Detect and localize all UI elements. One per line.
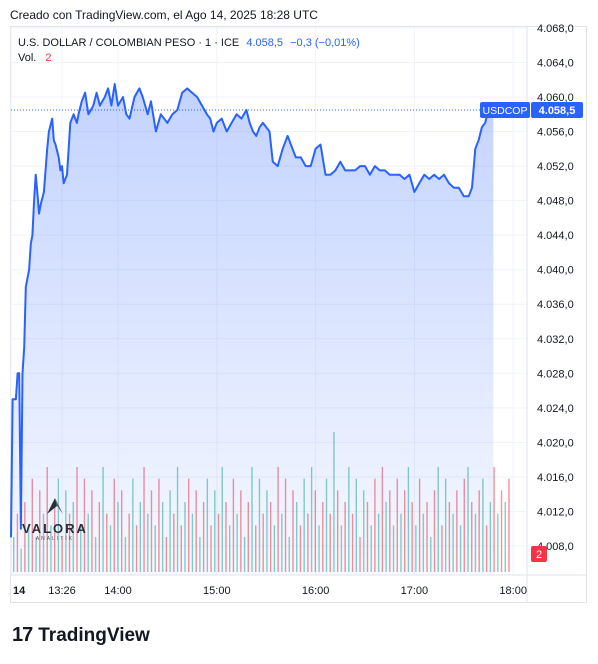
price-area [11, 84, 494, 575]
tradingview-brand: TradingView [38, 624, 150, 646]
y-tick-label: 4.020,0 [537, 437, 574, 449]
y-tick-label: 4.028,0 [537, 368, 574, 380]
volume-bar [500, 490, 503, 572]
y-tick-label: 4.068,0 [537, 23, 574, 35]
y-tick-label: 4.016,0 [537, 472, 574, 484]
volume-tag-label: 2 [536, 549, 542, 561]
watermark-subtext: ANALITIK [35, 536, 75, 542]
volume-bar [493, 467, 495, 572]
symbol-tag-label: USDCOP [483, 105, 528, 117]
price-tag [531, 101, 583, 118]
volume-tag [531, 546, 547, 562]
y-tick-label: 4.032,0 [537, 334, 574, 346]
volume-value: 2 [45, 52, 52, 64]
y-tick-label: 4.036,0 [537, 299, 574, 311]
creation-caption: Creado con TradingView.com, el Ago 14, 2… [10, 8, 318, 22]
y-tick-label: 4.064,0 [537, 57, 574, 69]
tradingview-mark-icon: 17 [12, 624, 33, 646]
price-chart[interactable]: 4.008,04.012,04.016,04.020,04.024,04.028… [0, 0, 598, 610]
x-tick-label: 14 [13, 585, 26, 597]
volume-bar [508, 478, 510, 572]
y-tick-label: 4.044,0 [537, 230, 574, 242]
valora-logo-icon [46, 498, 63, 514]
y-tick-label: 4.056,0 [537, 127, 574, 139]
price-tag-label: 4.058,5 [539, 105, 576, 117]
legend-price: 4.058,5 [246, 37, 284, 49]
volume-label: Vol. [18, 52, 37, 64]
y-tick-label: 4.052,0 [537, 161, 574, 173]
x-tick-label: 13:26 [48, 585, 76, 597]
price-line [10, 83, 495, 538]
volume-bar [497, 513, 499, 572]
chart-legend: U.S. DOLLAR / COLOMBIAN PESO · 1 · ICE 4… [18, 36, 360, 51]
watermark-text: VALORA [22, 521, 88, 536]
volume-legend: Vol. 2 [18, 52, 52, 64]
x-tick-label: 17:00 [401, 585, 429, 597]
legend-symbol: U.S. DOLLAR / COLOMBIAN PESO · 1 · ICE [18, 37, 240, 49]
legend-change: −0,3 (−0,01%) [290, 37, 360, 49]
tradingview-logo[interactable]: 17 TradingView [12, 624, 150, 647]
y-tick-label: 4.024,0 [537, 403, 574, 415]
y-tick-label: 4.012,0 [537, 506, 574, 518]
x-tick-label: 18:00 [499, 585, 527, 597]
y-tick-label: 4.048,0 [537, 196, 574, 208]
y-tick-label: 4.040,0 [537, 265, 574, 277]
symbol-tag [480, 101, 530, 118]
x-tick-label: 16:00 [302, 585, 330, 597]
x-tick-label: 14:00 [104, 585, 132, 597]
y-tick-label: 4.060,0 [537, 92, 574, 104]
volume-bar [504, 502, 506, 572]
valora-watermark: VALORA ANALITIK [22, 496, 88, 542]
x-tick-label: 15:00 [203, 585, 231, 597]
